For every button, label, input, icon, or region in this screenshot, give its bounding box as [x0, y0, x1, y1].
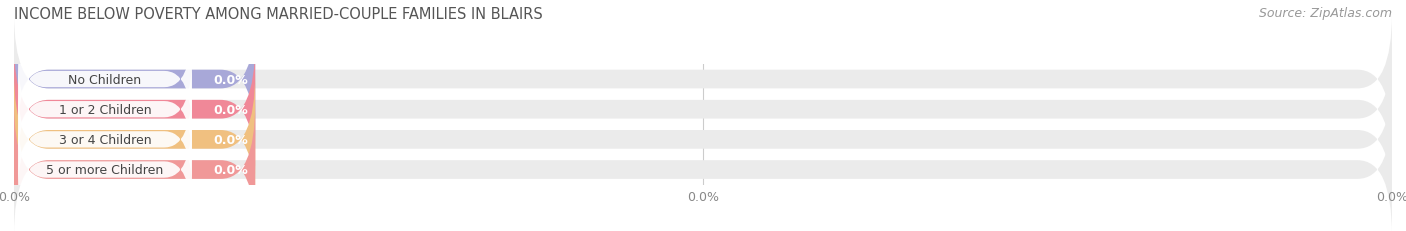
FancyBboxPatch shape — [18, 28, 191, 132]
Text: 1 or 2 Children: 1 or 2 Children — [59, 103, 152, 116]
Text: No Children: No Children — [69, 73, 142, 86]
Text: 0.0%: 0.0% — [214, 163, 249, 176]
FancyBboxPatch shape — [18, 118, 191, 222]
FancyBboxPatch shape — [14, 14, 256, 146]
Text: 0.0%: 0.0% — [214, 103, 249, 116]
Text: 0.0%: 0.0% — [214, 133, 249, 146]
FancyBboxPatch shape — [14, 14, 1392, 146]
FancyBboxPatch shape — [18, 58, 191, 162]
FancyBboxPatch shape — [14, 104, 256, 231]
Text: INCOME BELOW POVERTY AMONG MARRIED-COUPLE FAMILIES IN BLAIRS: INCOME BELOW POVERTY AMONG MARRIED-COUPL… — [14, 7, 543, 22]
FancyBboxPatch shape — [14, 74, 1392, 206]
Text: 3 or 4 Children: 3 or 4 Children — [59, 133, 152, 146]
FancyBboxPatch shape — [14, 44, 1392, 176]
Text: 0.0%: 0.0% — [214, 73, 249, 86]
FancyBboxPatch shape — [14, 74, 256, 206]
Text: 5 or more Children: 5 or more Children — [46, 163, 163, 176]
FancyBboxPatch shape — [14, 44, 256, 176]
FancyBboxPatch shape — [14, 104, 1392, 231]
FancyBboxPatch shape — [18, 88, 191, 192]
Text: Source: ZipAtlas.com: Source: ZipAtlas.com — [1258, 7, 1392, 20]
